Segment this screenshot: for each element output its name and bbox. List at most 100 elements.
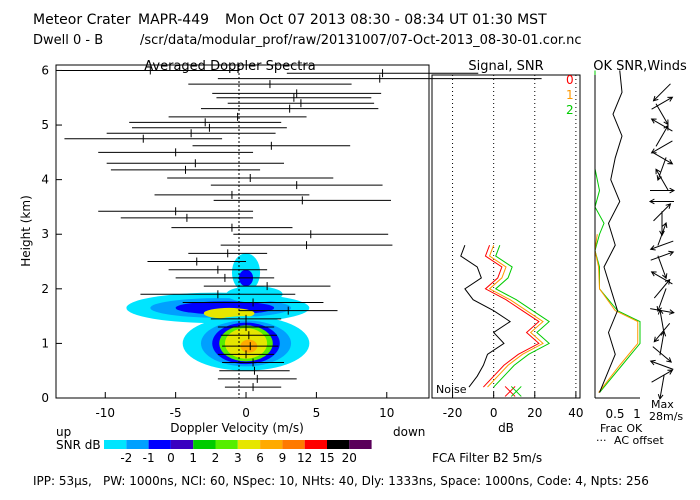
snr-title: Signal, SNR: [468, 59, 543, 74]
wind-arrow-15: [650, 250, 675, 261]
wind-arrow-20: [650, 308, 675, 315]
wind-arrow-head: [663, 124, 669, 131]
wind-arrow-14: [649, 240, 674, 251]
wind-arrow-head: [650, 271, 657, 277]
ac-offset-line: [599, 70, 623, 393]
wind-arrow-head: [648, 198, 655, 205]
site-name: Meteor Crater: [33, 12, 131, 28]
wind-arrow-head: [664, 278, 671, 285]
wind-arrow-16: [657, 255, 668, 280]
db-tick-label-40: 40: [568, 406, 583, 420]
ok-snr-winds-panel: OK SNR,Winds 0.5 1 Frac OK ··· AC offset…: [593, 59, 687, 447]
frac-ok-line-1: [594, 234, 639, 393]
doppler-spectra-panel: Averaged Doppler Spectra -10 -5 0 5 10 0 1 2 3 4…: [19, 59, 542, 439]
snr-line-2: [493, 244, 551, 388]
series-label-0: 0: [566, 73, 574, 87]
footer-params: PW: 1000ns, NCI: 60, NSpec: 10, NHts: 40…: [103, 474, 649, 488]
wind-arrow-8: [655, 168, 669, 191]
colorbar-swatch-11: [349, 440, 372, 449]
wind-arrow-shaft: [651, 118, 673, 132]
height-axis-label: Height (km): [19, 195, 33, 266]
wind-max-value: 28m/s: [649, 410, 683, 423]
spectra-title: Averaged Doppler Spectra: [144, 59, 315, 74]
wind-arrow-5: [650, 140, 673, 154]
wind-arrow-head: [668, 250, 675, 257]
up-label: up: [56, 425, 71, 439]
velocity-tick-label--10: -10: [95, 406, 115, 420]
colorbar-swatch-6: [237, 440, 261, 449]
wind-arrow-0: [652, 83, 671, 102]
wind-arrow-shaft: [651, 140, 673, 154]
wind-arrow-21: [657, 308, 665, 334]
wind-arrow-1: [651, 96, 674, 110]
wind-arrow-head: [649, 245, 656, 251]
wind-arrow-shaft: [650, 251, 674, 261]
winds-title: OK SNR,Winds: [593, 59, 687, 74]
wind-arrow-shaft: [652, 346, 672, 363]
db-axis-label: dB: [498, 421, 514, 435]
height-tick-label-1: 1: [41, 336, 49, 350]
wind-arrow-18: [653, 278, 671, 299]
wind-arrow-head: [660, 330, 667, 337]
colorbar-swatch-5: [215, 440, 238, 449]
footer-ipp: IPP: 53µs,: [33, 474, 92, 488]
colorbar-label-3: 1: [189, 451, 197, 465]
wind-arrow-3: [650, 118, 673, 132]
wind-arrow-22: [653, 322, 671, 343]
wind-arrow-19: [656, 288, 667, 312]
noise-marker-0: [504, 386, 516, 397]
wind-arrow-shaft: [650, 240, 674, 250]
wind-arrow-head: [655, 168, 661, 175]
wind-arrow-head: [667, 96, 674, 102]
wind-arrow-head: [657, 308, 664, 315]
colorbar-label-4: 2: [212, 451, 220, 465]
wind-arrow-25: [649, 359, 674, 370]
noise-label: Noise: [436, 383, 467, 396]
db-tick-label--20: -20: [443, 406, 463, 420]
wind-arrows: [648, 83, 676, 400]
dwell-label: Dwell 0 - B: [33, 33, 104, 48]
wind-arrow-head: [649, 359, 656, 366]
wind-arrow-head: [663, 119, 669, 126]
wind-arrow-13: [657, 221, 668, 246]
wind-arrow-9: [650, 187, 676, 194]
series-label-2: 2: [566, 103, 574, 117]
velocity-tick-label--5: -5: [170, 406, 182, 420]
wind-arrow-head: [662, 221, 668, 228]
wind-arrow-shaft: [657, 255, 667, 279]
colorbar-label-2: 0: [167, 451, 175, 465]
frac-tick-1: 1: [633, 407, 641, 421]
colorbar-label-1: -1: [143, 451, 155, 465]
colorbar-swatch-4: [193, 440, 216, 449]
wind-arrow-head: [657, 394, 664, 400]
velocity-tick-label-0: 0: [242, 406, 250, 420]
colorbar-label-5: 3: [234, 451, 242, 465]
wind-arrow-shaft: [659, 375, 665, 399]
colorbar-swatch-9: [304, 440, 327, 449]
wind-arrow-head: [653, 336, 660, 343]
height-tick-label-2: 2: [41, 282, 49, 296]
wind-arrow-shaft: [655, 168, 669, 191]
snr-gridlines: [452, 75, 577, 398]
noise-marker-stroke-b: [510, 386, 522, 397]
snr-series: [460, 244, 551, 397]
wind-arrow-23: [659, 330, 667, 356]
colorbar-swatch-8: [282, 440, 305, 449]
wind-arrow-head: [650, 148, 657, 154]
datetime-range: Mon Oct 07 2013 08:30 - 08:34 UT 01:30 M…: [225, 12, 547, 28]
noise-marker-1: [510, 386, 522, 397]
wind-arrow-7: [656, 157, 667, 181]
wind-arrow-shaft: [653, 322, 671, 343]
colorbar-swatch-10: [327, 440, 350, 449]
db-axis-ticks: -20 0 20 40: [443, 392, 584, 420]
ac-offset-label: AC offset: [614, 434, 664, 447]
colorbar-swatches: [104, 440, 372, 449]
wind-arrow-shaft: [659, 309, 665, 334]
snr-line-1: [487, 244, 544, 388]
wind-arrow-shaft: [657, 222, 667, 246]
wind-arrow-2: [655, 103, 669, 126]
height-tick-label-3: 3: [41, 227, 49, 241]
snr-colorbar: SNR dB -2 -1 0 1 2 3 6 9 12 15 20: [56, 438, 372, 465]
colorbar-label-10: 20: [342, 451, 357, 465]
